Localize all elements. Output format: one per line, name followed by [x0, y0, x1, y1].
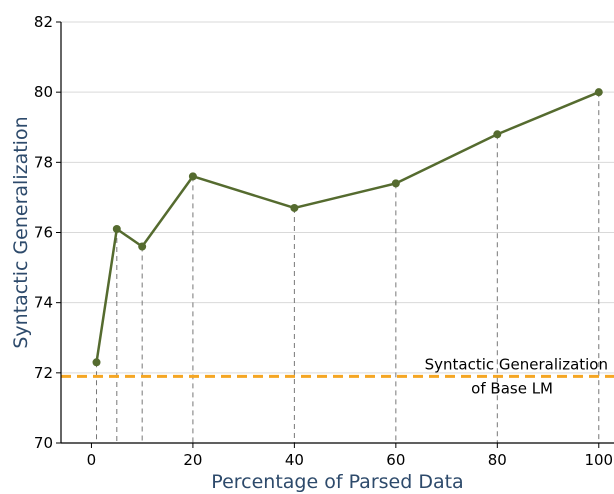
- series-line-0: [95, 91, 600, 363]
- x-tick-label-80: 80: [488, 451, 507, 469]
- y-tick-label-80: 80: [34, 83, 53, 101]
- y-tick-label-76: 76: [34, 224, 53, 242]
- x-tick-label-60: 60: [386, 451, 405, 469]
- axes: [56, 21, 614, 448]
- data-point-0-5: [391, 179, 400, 188]
- data-point-0-7: [594, 88, 603, 97]
- chart-text: 70 72 74 76 78 80 82 0 20 40 60 80 100 Percentage of …: [10, 13, 613, 493]
- y-tick-label-82: 82: [34, 13, 53, 31]
- reference-label-line2: of Base LM: [471, 379, 553, 397]
- reference-label-line1: Syntactic Generalization: [425, 355, 608, 373]
- x-axis-title: Percentage of Parsed Data: [211, 471, 463, 493]
- data-point-0-3: [188, 172, 197, 181]
- y-tick-label-70: 70: [34, 434, 53, 452]
- data-point-0-1: [112, 224, 121, 233]
- y-tick-label-78: 78: [34, 153, 53, 171]
- x-tick-label-40: 40: [285, 451, 304, 469]
- x-tick-label-100: 100: [584, 451, 613, 469]
- data-point-0-6: [493, 130, 502, 139]
- data-series: [92, 88, 603, 367]
- data-point-0-0: [92, 358, 101, 367]
- data-point-0-4: [290, 203, 299, 212]
- data-point-0-2: [138, 242, 147, 251]
- y-axis-title: Syntactic Generalization: [10, 116, 32, 348]
- x-tick-label-0: 0: [87, 451, 97, 469]
- y-tick-label-72: 72: [34, 364, 53, 382]
- y-tick-label-74: 74: [34, 294, 53, 312]
- x-tick-label-20: 20: [183, 451, 202, 469]
